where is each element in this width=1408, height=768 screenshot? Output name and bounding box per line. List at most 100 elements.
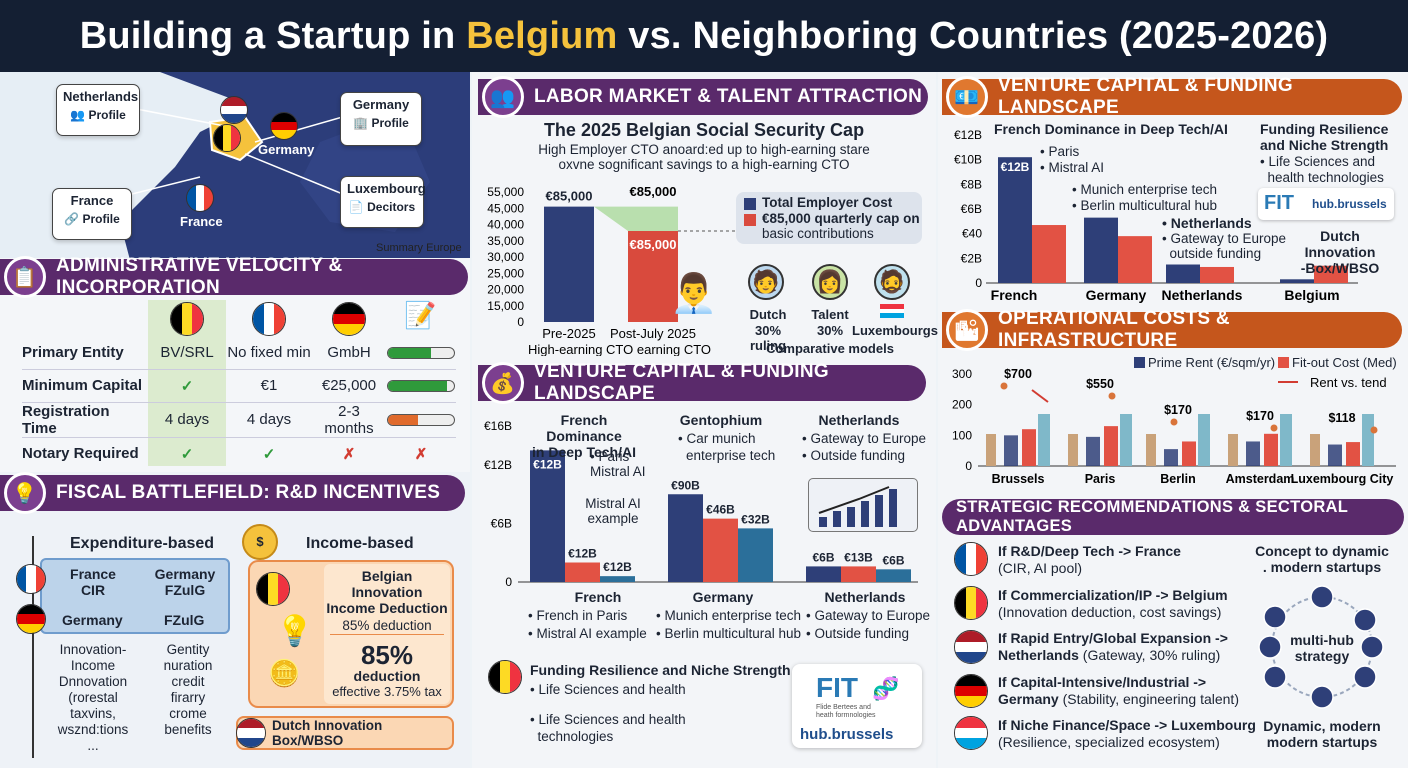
bar xyxy=(1004,435,1018,466)
strat-item-luxembourg: If Niche Finance/Space -> Luxembourg (Res… xyxy=(998,717,1256,750)
vc-middle-heading: 💰 VENTURE CAPITAL & FUNDING LANDSCAPE xyxy=(478,361,926,404)
ops-legend-fitout: Fit-out Cost (Med) xyxy=(1292,355,1397,370)
admin-table: Primary Entity BV/SRL No fixed min GmbH … xyxy=(22,336,456,470)
germany-flag-icon xyxy=(954,674,988,708)
bar xyxy=(1086,436,1100,466)
savings-area xyxy=(594,206,678,231)
money-bag-icon: 💶 xyxy=(946,76,988,118)
labor-chart-title: The 2025 Belgian Social Security Cap xyxy=(543,120,865,140)
data-label: €90B xyxy=(671,478,700,492)
check-icon: ✓ xyxy=(180,445,194,463)
france-profile-card[interactable]: France 🔗 Profile xyxy=(52,188,132,240)
netherlands-profile-card[interactable]: Netherlands 👥 Profile xyxy=(56,84,140,136)
value-label: $118 xyxy=(1328,411,1355,425)
bar xyxy=(600,576,635,582)
y-tick-label: 30,000 xyxy=(487,250,524,264)
x-tick-label: Post-July 2025 xyxy=(610,326,696,341)
map-panel: Germany France Netherlands 👥 Profile Ger… xyxy=(0,72,470,260)
ops-chart: 0 100 200 300 Brussels $700 Paris $550 Berlin $17… xyxy=(952,367,1396,486)
left-column-text: Innovation- Income Dnnovation (rorestal … xyxy=(57,642,129,753)
molecule-icon: 🧬 xyxy=(872,676,900,701)
bar xyxy=(1328,444,1342,466)
lightbulb-icon: 💡 xyxy=(4,472,46,514)
y-tick-label: 100 xyxy=(952,428,972,442)
bar xyxy=(841,566,876,582)
fiscal-heading: 💡 FISCAL BATTLEFIELD: R&D INCENTIVES xyxy=(0,472,465,514)
coin-hand-icon: $ xyxy=(242,524,278,560)
cross-icon: ✗ xyxy=(342,445,356,463)
talent-avatar-icon: 👩 xyxy=(812,264,848,300)
multi-hub-diagram xyxy=(1258,585,1384,709)
check-icon: ✓ xyxy=(180,377,194,395)
y-tick-label: €10B xyxy=(954,153,982,167)
belgian-deduction-box: 💡 🪙 Belgian Innovation Income Deduction … xyxy=(248,560,454,708)
netherlands-flag-icon xyxy=(954,630,988,664)
x-tick-label: Pre-2025 xyxy=(542,326,595,341)
trend-dot xyxy=(1108,392,1116,400)
people-icon: 👥 xyxy=(482,76,524,118)
lightbulb-icon: 💡 xyxy=(276,615,314,648)
trend-dot xyxy=(1370,426,1378,434)
labor-legend: Total Employer Cost €85,000 quarterly ca… xyxy=(736,192,922,244)
trend-label: Rent vs. tend xyxy=(1310,375,1387,390)
level-bar xyxy=(387,414,455,427)
bar xyxy=(1032,225,1066,283)
notepad-icon: 📝 xyxy=(404,300,437,330)
data-label: €6B xyxy=(882,553,904,567)
y-tick-label: 0 xyxy=(517,315,524,329)
bar xyxy=(703,518,738,582)
table-row: Registration Time 4 days 4 days 2-3 mont… xyxy=(22,402,456,437)
france-flag-icon xyxy=(252,302,286,336)
admin-heading: 📋 ADMINISTRATIVE VELOCITY & INCORPORATIO… xyxy=(0,255,468,298)
y-tick-label: 0 xyxy=(965,459,972,473)
y-tick-label: €12B xyxy=(484,458,512,472)
page-title: Building a Startup in Belgium vs. Neighb… xyxy=(79,14,1329,57)
ops-legend-rent: Prime Rent (€/sqm/yr) xyxy=(1148,355,1276,370)
data-label: €6B xyxy=(812,550,834,564)
luxembourg-flag-icon xyxy=(880,304,904,319)
belgium-flag-icon xyxy=(213,124,241,152)
cross-icon: ✗ xyxy=(414,445,428,463)
bar xyxy=(1246,441,1260,466)
trend-dot xyxy=(1170,418,1178,426)
x-tick-label: Belgium xyxy=(1284,287,1339,303)
y-tick-label: 300 xyxy=(952,367,972,381)
bar xyxy=(1346,442,1360,466)
level-bar xyxy=(387,380,455,393)
bar xyxy=(738,528,773,582)
belgium-flag-icon xyxy=(256,572,290,606)
map-caption: Summary Europe xyxy=(376,242,462,254)
y-tick-label: €40 xyxy=(962,227,982,241)
x-tick-label: Netherlands xyxy=(1162,287,1243,303)
bar xyxy=(1104,426,1118,466)
france-flag-icon xyxy=(16,564,46,594)
vc-middle-chart: 0 €6B €12B €16B €12B €90B €6B €12B €46B €13B €12B €… xyxy=(484,419,918,589)
data-label: €85,000 xyxy=(630,237,677,252)
building-icon xyxy=(1228,434,1238,466)
income-title: Income-based xyxy=(306,535,414,552)
labor-heading: 👥 LABOR MARKET & TALENT ATTRACTION xyxy=(478,76,928,118)
value-label: $700 xyxy=(1004,367,1032,381)
expenditure-title: Expenditure-based xyxy=(70,535,215,552)
luxembourg-flag-icon xyxy=(954,716,988,750)
belgium-flag-icon xyxy=(954,586,988,620)
vc-right-chart: 0 €2B €40 €6B €8B €10B €12B €12B French Germany Ne… xyxy=(954,128,1358,303)
germany-profile-card[interactable]: Germany 🏢 Profile xyxy=(340,92,422,146)
bar xyxy=(998,157,1032,283)
building-icon xyxy=(1146,434,1156,466)
luxembourg-profile-card[interactable]: Luxembourg 📄 Decitors xyxy=(340,176,426,228)
fit-hub-logo-card: FIT Flide Bertees and heath formnologies… xyxy=(792,664,922,748)
table-row: Notary Required ✓ ✓ ✗ ✗ xyxy=(22,437,456,470)
y-tick-label: 25,000 xyxy=(487,266,524,280)
data-label: €46B xyxy=(706,503,735,517)
trend-arrow xyxy=(1031,389,1049,403)
network-icon: 🔗 xyxy=(64,212,80,226)
trend-dot xyxy=(1270,424,1278,432)
cto-avatar-icon: 👨‍💼 xyxy=(670,273,718,315)
city-icon: 🏙 xyxy=(946,309,988,351)
belgium-flag-icon xyxy=(170,302,204,336)
dutch-avatar-icon: 🧑 xyxy=(748,264,784,300)
bar xyxy=(876,569,911,582)
building-icon: 🏢 xyxy=(353,116,369,130)
check-icon: ✓ xyxy=(262,445,276,463)
